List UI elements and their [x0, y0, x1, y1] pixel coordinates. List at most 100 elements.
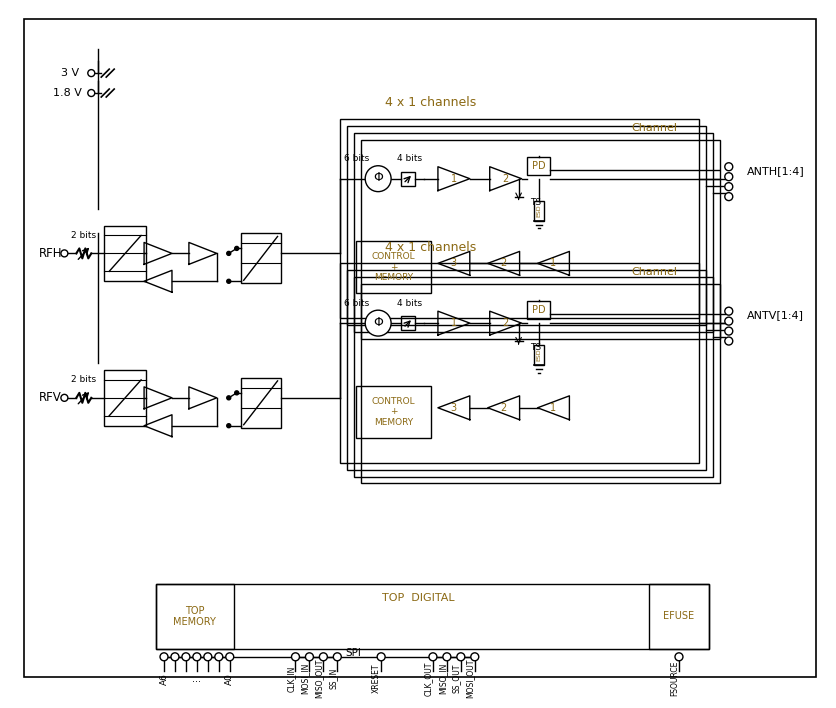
Text: FSOURCE: FSOURCE: [670, 661, 679, 697]
Circle shape: [675, 653, 683, 661]
Bar: [241, 378, 281, 428]
Text: XRESET: XRESET: [372, 664, 381, 693]
Text: TS: TS: [531, 198, 542, 207]
Text: 3 V: 3 V: [61, 68, 79, 78]
Circle shape: [235, 246, 239, 251]
Circle shape: [88, 69, 94, 76]
Text: A6: A6: [160, 673, 169, 685]
Circle shape: [305, 653, 314, 661]
Text: 4 x 1 channels: 4 x 1 channels: [385, 241, 477, 254]
Text: PD: PD: [532, 305, 545, 315]
Text: RFV: RFV: [38, 392, 61, 404]
Text: 3: 3: [451, 403, 457, 413]
Circle shape: [226, 653, 234, 661]
Text: ...: ...: [192, 674, 201, 684]
Bar: [649, 584, 709, 649]
Text: 6 bits: 6 bits: [344, 154, 369, 164]
Text: ANTH[1:4]: ANTH[1:4]: [747, 166, 804, 176]
Circle shape: [204, 653, 212, 661]
Circle shape: [160, 653, 168, 661]
Circle shape: [443, 653, 451, 661]
Text: 3: 3: [451, 258, 457, 268]
Text: ESD: ESD: [536, 348, 541, 361]
Text: 1: 1: [451, 318, 457, 328]
Text: CLK_IN: CLK_IN: [287, 666, 295, 692]
Text: TOP  DIGITAL: TOP DIGITAL: [382, 593, 454, 603]
Text: 2 bits: 2 bits: [71, 375, 96, 384]
Text: 4 bits: 4 bits: [397, 154, 422, 164]
Text: MOSI_IN: MOSI_IN: [300, 663, 309, 695]
Circle shape: [725, 337, 733, 345]
Circle shape: [725, 317, 733, 325]
Text: 1: 1: [550, 258, 557, 268]
Text: 4 bits: 4 bits: [397, 299, 422, 308]
Bar: [104, 226, 146, 281]
Bar: [356, 241, 431, 293]
Circle shape: [227, 251, 231, 256]
Text: 1: 1: [451, 173, 457, 183]
Bar: [533, 200, 543, 220]
Circle shape: [429, 653, 437, 661]
Text: 2: 2: [501, 403, 507, 413]
Bar: [401, 316, 415, 330]
Bar: [361, 285, 720, 484]
Circle shape: [365, 310, 391, 336]
Circle shape: [471, 653, 479, 661]
Bar: [347, 126, 706, 325]
Text: CONTROL
+
MEMORY: CONTROL + MEMORY: [372, 397, 415, 427]
Circle shape: [377, 653, 385, 661]
Bar: [241, 234, 281, 283]
Text: Channel: Channel: [631, 123, 677, 133]
Text: Channel: Channel: [631, 268, 677, 278]
Bar: [156, 584, 234, 649]
Bar: [347, 270, 706, 469]
Bar: [527, 156, 550, 175]
Circle shape: [182, 653, 190, 661]
Circle shape: [365, 166, 391, 192]
Circle shape: [227, 423, 231, 428]
Circle shape: [725, 307, 733, 315]
Circle shape: [292, 653, 299, 661]
Circle shape: [171, 653, 179, 661]
Bar: [354, 278, 713, 476]
Circle shape: [227, 279, 231, 283]
Text: 6 bits: 6 bits: [344, 299, 369, 308]
Text: 1.8 V: 1.8 V: [54, 88, 82, 98]
Circle shape: [725, 173, 733, 181]
Text: ANTV[1:4]: ANTV[1:4]: [747, 310, 803, 320]
Circle shape: [319, 653, 328, 661]
Text: SPI: SPI: [345, 648, 361, 658]
Text: 2: 2: [502, 318, 509, 328]
Bar: [156, 584, 709, 649]
Text: 4 x 1 channels: 4 x 1 channels: [385, 96, 477, 110]
Text: A0: A0: [225, 673, 234, 685]
Bar: [356, 386, 431, 438]
Text: SS_IN: SS_IN: [329, 668, 337, 690]
Bar: [340, 119, 699, 318]
Circle shape: [334, 653, 341, 661]
Text: TOP
MEMORY: TOP MEMORY: [173, 605, 217, 627]
Circle shape: [193, 653, 201, 661]
Circle shape: [725, 327, 733, 335]
Circle shape: [725, 183, 733, 190]
Bar: [104, 370, 146, 426]
Text: EFUSE: EFUSE: [664, 612, 695, 622]
Circle shape: [227, 396, 231, 400]
Bar: [361, 140, 720, 339]
Bar: [340, 263, 699, 462]
Bar: [527, 301, 550, 319]
Circle shape: [725, 163, 733, 171]
Circle shape: [725, 193, 733, 200]
Circle shape: [61, 394, 68, 401]
Circle shape: [235, 391, 239, 395]
Text: 2: 2: [501, 258, 507, 268]
Text: 2: 2: [502, 173, 509, 183]
Text: ESD: ESD: [536, 204, 541, 217]
Text: RFH: RFH: [38, 247, 62, 260]
Text: TS: TS: [531, 343, 542, 352]
Text: PD: PD: [532, 161, 545, 171]
Text: MISO_OUT: MISO_OUT: [314, 659, 324, 698]
Bar: [401, 172, 415, 185]
Text: MOSI_OUT: MOSI_OUT: [466, 659, 475, 698]
Text: 1: 1: [550, 403, 557, 413]
